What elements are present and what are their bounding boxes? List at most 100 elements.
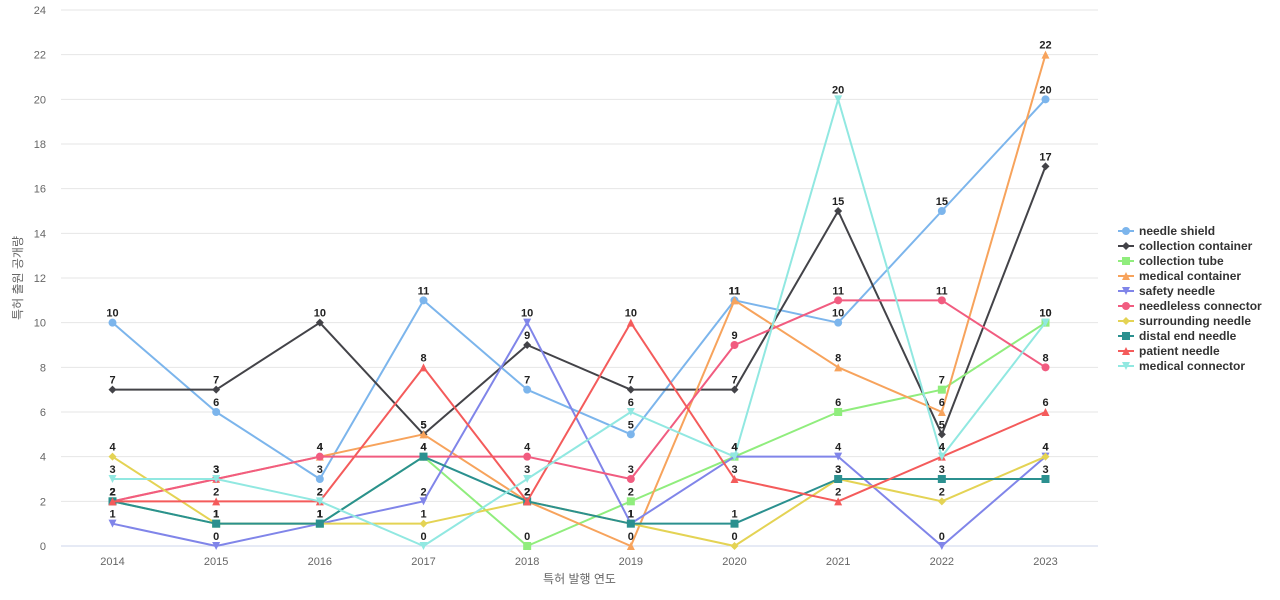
data-point[interactable] bbox=[834, 452, 843, 461]
legend-item[interactable]: needle shield bbox=[1118, 224, 1215, 238]
legend-item[interactable]: needleless connector bbox=[1118, 299, 1262, 313]
data-point[interactable] bbox=[1041, 50, 1050, 59]
data-point[interactable] bbox=[834, 95, 843, 104]
data-point[interactable] bbox=[212, 408, 221, 416]
data-point[interactable] bbox=[419, 452, 428, 461]
series-line[interactable] bbox=[112, 321, 1047, 547]
data-point[interactable] bbox=[730, 296, 739, 305]
data-point[interactable] bbox=[1041, 363, 1050, 372]
legend-item[interactable]: medical container bbox=[1118, 269, 1241, 283]
data-point[interactable] bbox=[626, 385, 635, 394]
data-point[interactable] bbox=[108, 497, 117, 506]
data-point[interactable] bbox=[626, 497, 635, 506]
legend-item[interactable]: medical connector bbox=[1118, 359, 1245, 373]
legend-item[interactable]: safety needle bbox=[1118, 284, 1215, 298]
data-point[interactable] bbox=[626, 408, 635, 416]
data-point[interactable] bbox=[212, 385, 221, 394]
data-point[interactable] bbox=[523, 341, 532, 349]
data-point[interactable] bbox=[834, 296, 843, 305]
data-point[interactable] bbox=[419, 296, 428, 305]
data-point[interactable] bbox=[523, 542, 532, 550]
data-point[interactable] bbox=[523, 318, 532, 327]
data-point[interactable] bbox=[626, 318, 635, 327]
data-point[interactable] bbox=[937, 475, 946, 483]
legend-marker[interactable] bbox=[1122, 317, 1130, 325]
legend-marker[interactable] bbox=[1122, 287, 1130, 295]
data-point[interactable] bbox=[212, 497, 221, 506]
data-point[interactable] bbox=[730, 519, 739, 528]
data-point[interactable] bbox=[937, 452, 946, 461]
data-point[interactable] bbox=[315, 318, 324, 327]
data-point[interactable] bbox=[315, 497, 324, 506]
data-point[interactable] bbox=[419, 519, 428, 528]
legend-marker[interactable] bbox=[1122, 272, 1130, 280]
data-point[interactable] bbox=[1041, 475, 1050, 483]
legend-marker[interactable] bbox=[1122, 332, 1130, 340]
data-point[interactable] bbox=[1041, 452, 1050, 461]
series-line[interactable] bbox=[112, 165, 1047, 436]
data-point[interactable] bbox=[937, 207, 946, 215]
legend-item[interactable]: surrounding needle bbox=[1118, 314, 1251, 328]
data-point[interactable] bbox=[730, 475, 739, 483]
series-line[interactable] bbox=[112, 321, 1046, 503]
data-point[interactable] bbox=[315, 519, 324, 528]
legend-label: needle shield bbox=[1139, 224, 1215, 238]
data-point[interactable] bbox=[834, 207, 843, 215]
data-label: 1 bbox=[628, 509, 634, 521]
legend-marker[interactable] bbox=[1122, 302, 1130, 310]
data-point[interactable] bbox=[108, 452, 117, 461]
data-point[interactable] bbox=[937, 385, 946, 394]
data-point[interactable] bbox=[937, 497, 946, 506]
data-point[interactable] bbox=[315, 475, 324, 483]
data-point[interactable] bbox=[1041, 95, 1050, 104]
data-point[interactable] bbox=[523, 385, 532, 394]
data-point[interactable] bbox=[937, 408, 946, 416]
data-point[interactable] bbox=[419, 542, 428, 550]
data-point[interactable] bbox=[212, 542, 221, 550]
data-point[interactable] bbox=[523, 475, 532, 483]
data-point[interactable] bbox=[108, 385, 117, 394]
legend-marker[interactable] bbox=[1122, 347, 1130, 355]
legend-item[interactable]: distal end needle bbox=[1118, 329, 1237, 343]
series-line[interactable] bbox=[112, 98, 1047, 547]
data-point[interactable] bbox=[315, 452, 324, 461]
data-point[interactable] bbox=[523, 497, 532, 506]
legend-marker[interactable] bbox=[1122, 362, 1130, 370]
data-point[interactable] bbox=[626, 542, 635, 550]
data-point[interactable] bbox=[419, 497, 428, 506]
data-point[interactable] bbox=[1041, 408, 1050, 416]
data-point[interactable] bbox=[834, 497, 843, 506]
data-point[interactable] bbox=[730, 385, 739, 394]
data-point[interactable] bbox=[834, 408, 843, 416]
data-point[interactable] bbox=[523, 452, 532, 461]
data-point[interactable] bbox=[1041, 162, 1050, 171]
data-point[interactable] bbox=[419, 363, 428, 372]
data-point[interactable] bbox=[626, 519, 635, 528]
legend-item[interactable]: collection container bbox=[1118, 239, 1253, 253]
legend-item[interactable]: patient needle bbox=[1118, 344, 1220, 358]
legend-marker[interactable] bbox=[1122, 242, 1130, 250]
data-point[interactable] bbox=[730, 452, 739, 461]
data-point[interactable] bbox=[937, 296, 946, 305]
data-point[interactable] bbox=[937, 542, 946, 550]
legend-marker[interactable] bbox=[1122, 227, 1130, 235]
data-point[interactable] bbox=[1041, 318, 1050, 327]
data-point[interactable] bbox=[626, 430, 635, 439]
data-point[interactable] bbox=[419, 430, 428, 439]
data-point[interactable] bbox=[937, 430, 946, 439]
data-point[interactable] bbox=[834, 475, 843, 483]
data-point[interactable] bbox=[730, 542, 739, 550]
data-label: 4 bbox=[317, 442, 324, 454]
data-point[interactable] bbox=[212, 475, 221, 483]
legend-item[interactable]: collection tube bbox=[1118, 254, 1224, 268]
data-point[interactable] bbox=[626, 475, 635, 483]
data-point[interactable] bbox=[108, 318, 117, 327]
data-point[interactable] bbox=[108, 519, 117, 528]
series-line[interactable] bbox=[112, 299, 1047, 503]
data-point[interactable] bbox=[108, 475, 117, 483]
legend-marker[interactable] bbox=[1122, 257, 1130, 265]
data-point[interactable] bbox=[834, 363, 843, 372]
data-point[interactable] bbox=[834, 318, 843, 327]
data-point[interactable] bbox=[730, 341, 739, 349]
data-point[interactable] bbox=[212, 519, 221, 528]
